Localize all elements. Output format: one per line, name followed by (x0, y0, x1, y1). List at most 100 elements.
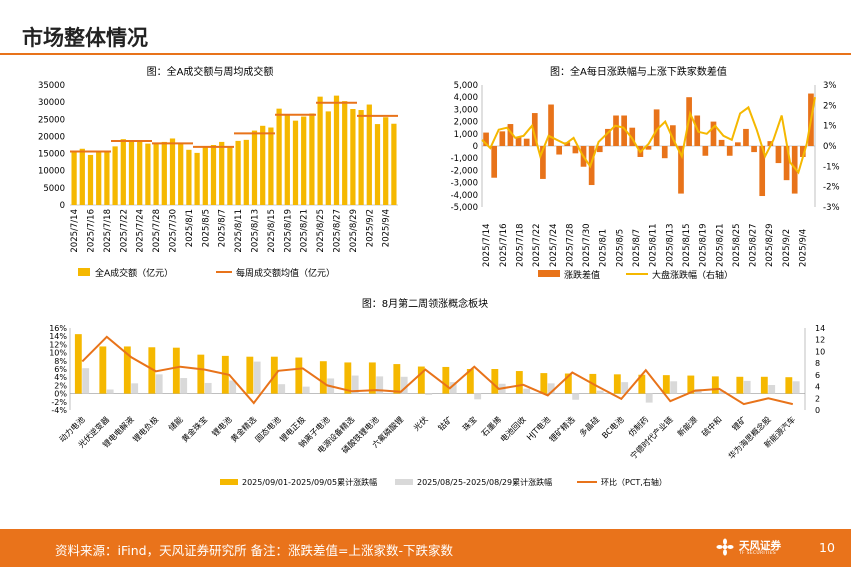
index-change-line (481, 97, 816, 175)
prior-week-bar (180, 378, 188, 394)
turnover-bar (104, 150, 110, 205)
x-tick-label: 2025/8/21 (300, 209, 310, 253)
x-category-label: 锂电池 (210, 414, 234, 438)
y-tick-label: 35000 (38, 81, 65, 91)
turnover-bar (268, 127, 274, 205)
prior-week-bar (645, 393, 653, 403)
breadth-bar (767, 141, 774, 146)
breadth-bar (540, 146, 546, 179)
legend-label: 全A成交额（亿元） (95, 267, 173, 279)
current-week-bar (344, 362, 352, 394)
current-week-bar (246, 356, 254, 394)
prior-week-bar (743, 380, 751, 394)
current-week-bar (148, 347, 156, 394)
current-week-bar (515, 371, 523, 394)
turnover-bar (153, 143, 159, 205)
y-left-tick-label: -5,000 (451, 203, 478, 213)
turnover-bar (202, 147, 208, 205)
current-week-bar (123, 346, 131, 394)
breadth-bar (670, 125, 676, 146)
turnover-bar (87, 154, 94, 205)
turnover-bar (350, 109, 356, 205)
y-left-tick-label: 16% (49, 324, 67, 333)
y-tick-label: 20000 (38, 132, 65, 142)
breadth-bar (523, 138, 530, 146)
current-week-bar (564, 373, 572, 394)
breadth-bar (629, 127, 636, 146)
x-tick-label: 2025/7/28 (565, 223, 575, 267)
x-tick-label: 2025/8/27 (749, 223, 759, 267)
y-right-tick-label: 6 (815, 371, 820, 380)
x-category-label: 华为海思概念股 (726, 414, 773, 461)
x-category-label: 石墨烯 (479, 414, 503, 438)
x-tick-label: 2025/7/22 (532, 223, 542, 267)
y-right-tick-label: 12 (815, 336, 825, 345)
x-tick-label: 2025/7/24 (136, 209, 146, 253)
current-week-bar (417, 366, 425, 394)
breadth-bar (499, 131, 506, 146)
prior-week-bar (670, 381, 678, 394)
chart-title: 图：全A每日涨跌幅与上涨下跌家数差值 (550, 65, 727, 78)
breadth-bar (799, 146, 806, 157)
y-left-tick-label: 10% (49, 349, 67, 358)
breadth-bar (645, 146, 652, 150)
breadth-bar (556, 146, 563, 155)
legend-label: 环比（PCT,右轴） (601, 477, 667, 487)
y-right-tick-label: 0% (823, 142, 837, 152)
current-week-bar (662, 375, 670, 394)
x-tick-label: 2025/7/18 (103, 209, 113, 253)
y-right-tick-label: -2% (823, 183, 840, 193)
y-left-tick-label: 2,000 (454, 118, 478, 128)
current-week-bar (687, 375, 695, 394)
x-tick-label: 2025/8/21 (715, 223, 725, 267)
prior-week-bar (376, 376, 384, 394)
turnover-bar (128, 140, 135, 205)
prior-week-bar (474, 393, 482, 400)
x-tick-label: 2025/8/5 (201, 209, 211, 247)
x-tick-label: 2025/8/15 (682, 223, 692, 267)
current-week-bar (172, 347, 180, 394)
turnover-bar (325, 111, 331, 205)
breadth-bar (483, 132, 489, 146)
x-tick-label: 2025/7/16 (499, 223, 509, 267)
current-week-bar (760, 376, 768, 394)
breadth-bar (653, 109, 660, 146)
y-right-tick-label: -1% (823, 162, 840, 172)
current-week-bar (466, 369, 474, 394)
y-left-tick-label: 4,000 (454, 93, 478, 103)
y-left-tick-label: 4% (54, 373, 67, 382)
legend-label: 2025/08/25-2025/08/29累计涨跌幅 (417, 477, 552, 487)
x-category-label: 锂矿精选 (547, 414, 577, 444)
x-tick-label: 2025/8/15 (267, 209, 277, 253)
breadth-bar (775, 146, 782, 164)
x-category-label: 锂矿 (730, 414, 748, 432)
turnover-bar (219, 141, 225, 205)
current-week-bar (368, 362, 376, 394)
x-tick-label: 2025/8/27 (333, 209, 343, 253)
x-tick-label: 2025/8/11 (234, 209, 244, 253)
legend-label: 涨跌差值 (564, 269, 600, 281)
breadth-bar (572, 146, 579, 154)
x-category-label: 宁德时代产业链 (628, 414, 675, 461)
breadth-bar (613, 115, 619, 146)
breadth-bar (531, 113, 538, 146)
breadth-bar (515, 137, 522, 146)
y-tick-label: 30000 (38, 98, 65, 108)
breadth-bar (507, 124, 514, 146)
x-tick-label: 2025/8/5 (615, 229, 625, 267)
x-category-label: 硫中和 (700, 414, 724, 438)
turnover-bar (186, 149, 192, 205)
prior-week-bar (302, 386, 310, 394)
y-left-tick-label: 2% (54, 381, 67, 390)
breadth-bar (596, 146, 603, 153)
y-right-tick-label: 14 (815, 324, 825, 333)
turnover-bar (120, 139, 126, 205)
x-category-label: 光伏 (411, 414, 429, 432)
current-week-bar (785, 377, 793, 394)
breadth-bar (564, 142, 571, 146)
y-left-tick-label: 3,000 (454, 105, 478, 115)
x-category-label: 钴矿 (436, 414, 454, 432)
prior-week-bar (229, 380, 237, 394)
prior-week-bar (82, 368, 90, 394)
turnover-bar (358, 110, 364, 205)
